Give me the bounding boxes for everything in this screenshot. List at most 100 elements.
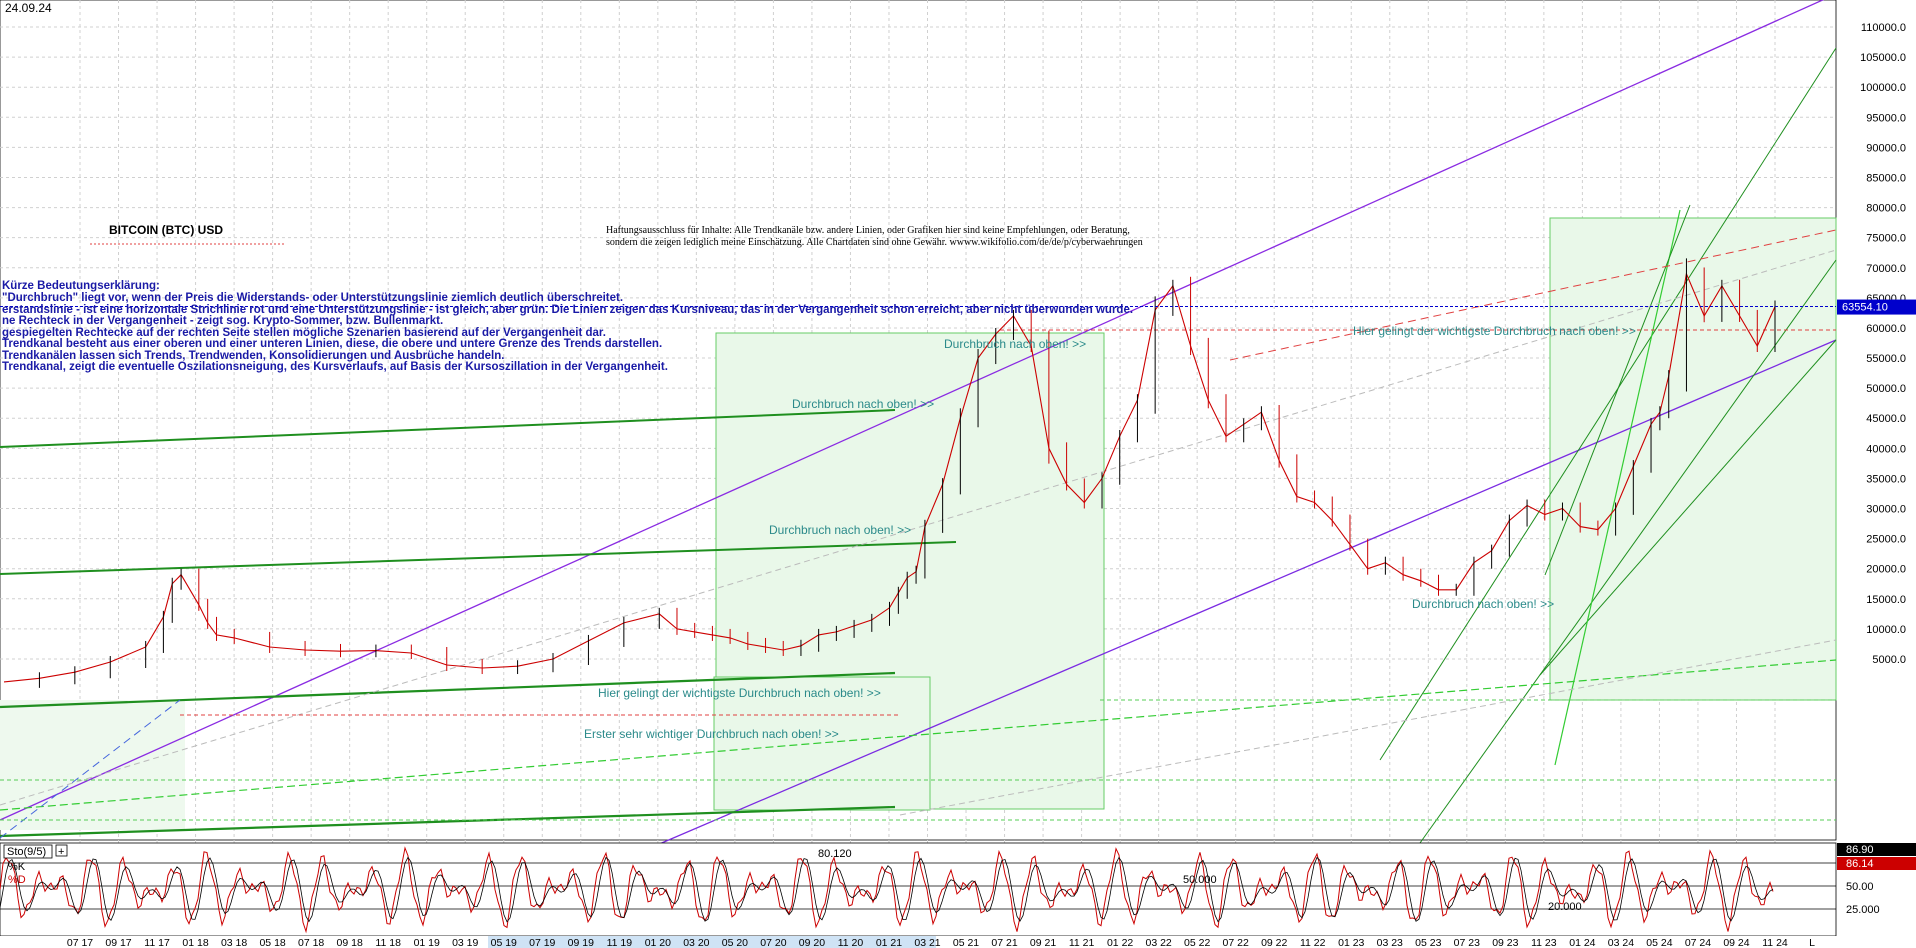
time-tick-label: 01 20: [645, 937, 671, 948]
time-tick-label: 01 22: [1107, 937, 1133, 948]
time-tick-label: 09 20: [799, 937, 825, 948]
green-trend-line-1: [0, 409, 896, 448]
green-trend-line-2: [0, 541, 957, 575]
time-tick-label: 07 22: [1223, 937, 1249, 948]
time-tick-label: 11 19: [607, 937, 633, 948]
price-tick-label: 85000.0: [1866, 172, 1906, 184]
legend-line-6: Trendkanälen lassen sich Trends, Trendwe…: [2, 350, 504, 362]
price-tick-label: 45000.0: [1866, 413, 1906, 425]
price-tick-label: 70000.0: [1866, 263, 1906, 275]
time-tick-label: 03 20: [683, 937, 709, 948]
legend-line-3: ne Rechteck in der Vergangenheit - zeigt…: [2, 315, 443, 327]
purple-trend-line-2: [649, 339, 1837, 849]
price-tick-label: 75000.0: [1866, 233, 1906, 245]
annotation-breakout-2: Durchbruch nach oben! >>: [792, 397, 934, 411]
price-tick-label: 10000.0: [1866, 624, 1906, 636]
time-tick-label: 07 19: [529, 937, 555, 948]
chart-title: BITCOIN (BTC) USD: [109, 223, 223, 237]
green-channel-lower: [1539, 339, 1837, 676]
oscillator-tick-25: 25.000: [1846, 904, 1880, 916]
oscillator-expand-icon: +: [58, 846, 64, 858]
oscillator-k-value: 86.90: [1846, 844, 1874, 856]
time-tick-label: 09 21: [1030, 937, 1056, 948]
oscillator-inner-label-2: 50.000: [1183, 874, 1217, 886]
price-tick-label: 60000.0: [1866, 323, 1906, 335]
price-tick-label: 110000.0: [1861, 22, 1906, 34]
oscillator-name: Sto(9/5): [7, 846, 46, 858]
time-tick-label: 05 24: [1646, 937, 1672, 948]
time-tick-label: 09 17: [105, 937, 131, 948]
time-tick-label: 09 24: [1723, 937, 1749, 948]
time-tick-label: 11 20: [838, 937, 864, 948]
stochastic-panel: Sto(9/5) + %K %D 80.120 50.000 20.000 86…: [0, 842, 1916, 937]
purple-trend-line-1: [0, 0, 1825, 821]
price-tick-label: 100000.0: [1860, 82, 1906, 94]
price-tick-label: 30000.0: [1866, 504, 1906, 516]
x-axis-highlight: [488, 936, 936, 948]
annotation-breakout-4: Durchbruch nach oben! >>: [1412, 597, 1554, 611]
time-tick-label: 07 24: [1685, 937, 1711, 948]
time-tick-label: 03 23: [1377, 937, 1403, 948]
time-tick-label: 01 24: [1569, 937, 1595, 948]
green-channel-mid: [1414, 259, 1837, 851]
time-tick-label: 07 18: [298, 937, 324, 948]
price-tick-label: 50000.0: [1866, 383, 1906, 395]
oscillator-k-label: %K: [8, 861, 26, 873]
chart-date: 24.09.24: [5, 1, 52, 15]
price-tick-label: 25000.0: [1866, 534, 1906, 546]
price-plot: Hier gelingt der wichtigste Durchbruch n…: [0, 0, 1837, 936]
time-tick-label: 03 22: [1145, 937, 1171, 948]
legend-line-7: Trendkanal, zeigt die eventuelle Oszilat…: [2, 361, 668, 373]
price-tick-label: 20000.0: [1866, 564, 1906, 576]
legend-line-4: gespiegelten Rechtecke auf der rechten S…: [2, 327, 606, 339]
time-tick-label: 07 23: [1454, 937, 1480, 948]
time-tick-label: 05 22: [1184, 937, 1210, 948]
stochastic-d-line: [0, 856, 1774, 923]
price-tick-label: 5000.0: [1872, 654, 1906, 666]
time-axis: 07 17 09 17 11 17 01 18 03 18 05 18 07 18 09 18…: [67, 937, 1815, 948]
green-steep-line: [1554, 209, 1681, 766]
oscillator-d-label: %D: [8, 874, 26, 886]
time-tick-label: 09 22: [1261, 937, 1287, 948]
annotation-main-breakout-2020: Hier gelingt der wichtigste Durchbruch n…: [598, 686, 881, 700]
time-tick-label: 11 22: [1300, 937, 1326, 948]
price-line: [3, 271, 1776, 683]
green-channel-upper: [1379, 47, 1837, 761]
time-tick-label: 03 21: [914, 937, 940, 948]
time-tick-label: 05 18: [259, 937, 285, 948]
price-tick-label: 40000.0: [1866, 443, 1906, 455]
time-tick-label: 09 18: [337, 937, 363, 948]
time-tick-label: 11 18: [375, 937, 401, 948]
price-candles: [38, 258, 1776, 688]
price-tick-label: 90000.0: [1866, 142, 1906, 154]
time-tick-label: 11 21: [1069, 937, 1095, 948]
time-tick-label: 03 18: [221, 937, 247, 948]
time-tick-label: 03 24: [1608, 937, 1634, 948]
time-tick-label: 11 24: [1762, 937, 1788, 948]
legend-heading: Kürze Bedeutungserklärung:: [2, 280, 160, 292]
price-tick-label: 15000.0: [1866, 594, 1906, 606]
price-tick-label: 105000.0: [1860, 52, 1906, 64]
time-tick-label: 01 19: [414, 937, 440, 948]
time-tick-label: 11 23: [1531, 937, 1557, 948]
time-tick-label: 05 23: [1415, 937, 1441, 948]
bull-box-2023: [1549, 217, 1837, 701]
time-tick-label: 07 20: [760, 937, 786, 948]
oscillator-tick-50: 50.00: [1846, 881, 1874, 893]
annotation-main-breakout-2023: Hier gelingt der wichtigste Durchbruch n…: [1353, 324, 1636, 338]
price-tick-label: 95000.0: [1866, 112, 1906, 124]
time-tick-label: 11 17: [144, 937, 170, 948]
oscillator-inner-label-3: 20.000: [1548, 901, 1582, 913]
last-price-label: 63554.10: [1842, 302, 1888, 314]
time-tick-label: 05 20: [722, 937, 748, 948]
time-tick-label: L: [1809, 937, 1815, 948]
green-trend-line-4: [0, 805, 896, 838]
disclaimer-line-1: Haftungsausschluss für Inhalte: Alle Tre…: [606, 225, 1130, 236]
legend-line-2: erstandslinie - ist eine horizontale Str…: [2, 304, 1133, 316]
disclaimer-line-2: sondern die zeigen lediglich meine Einsc…: [606, 237, 1143, 248]
dashed-gray-line-2: [899, 639, 1837, 816]
oscillator-expand-button[interactable]: [55, 844, 68, 857]
time-tick-label: 05 21: [953, 937, 979, 948]
green-trend-line-3: [0, 671, 896, 709]
